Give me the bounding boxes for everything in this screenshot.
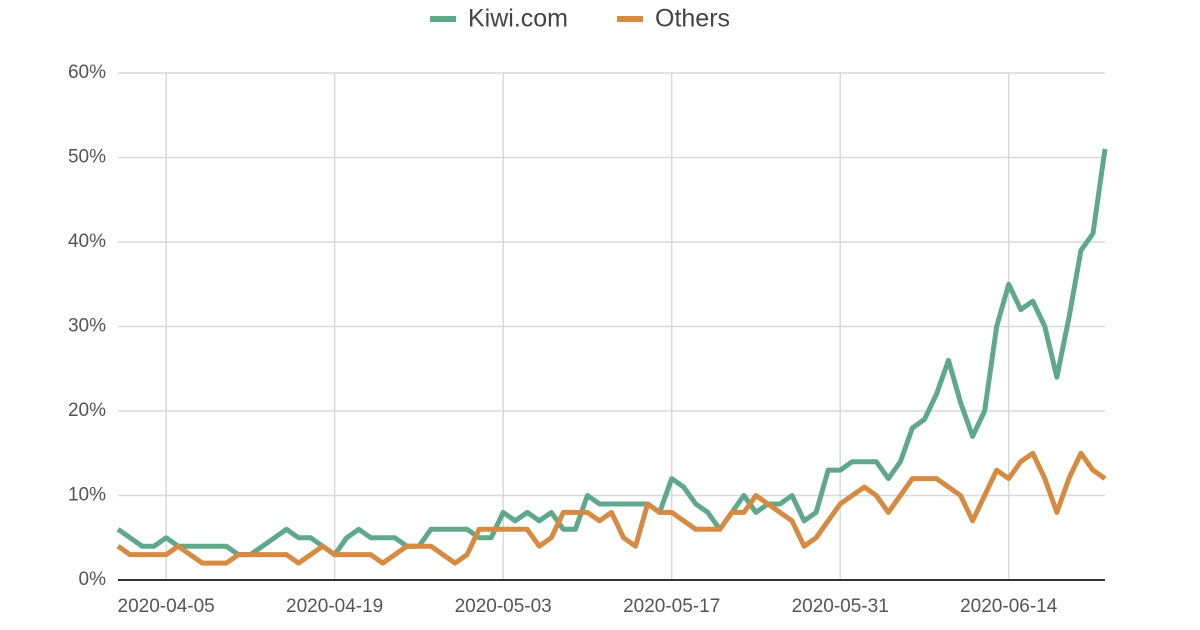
series-line bbox=[116, 148, 1108, 558]
series-line bbox=[116, 450, 1107, 566]
x-tick-label: 2020-06-14 bbox=[960, 596, 1058, 617]
x-tick-label: 2020-05-31 bbox=[792, 596, 889, 617]
y-tick-label: 40% bbox=[68, 231, 106, 252]
x-tick-label: 2020-04-19 bbox=[286, 596, 383, 617]
y-tick-label: 10% bbox=[68, 485, 106, 506]
y-tick-label: 30% bbox=[68, 316, 106, 337]
x-tick-label: 2020-05-03 bbox=[455, 596, 552, 617]
x-tick-label: 2020-04-05 bbox=[118, 596, 215, 617]
legend: Kiwi.com Others bbox=[430, 5, 730, 33]
y-tick-label: 60% bbox=[68, 62, 106, 83]
legend-label: Others bbox=[655, 5, 730, 33]
y-tick-label: 50% bbox=[68, 147, 106, 168]
x-tick-label: 2020-05-17 bbox=[623, 596, 720, 617]
y-tick-label: 0% bbox=[79, 569, 107, 590]
legend-label: Kiwi.com bbox=[468, 5, 568, 33]
y-tick-label: 20% bbox=[68, 400, 106, 421]
